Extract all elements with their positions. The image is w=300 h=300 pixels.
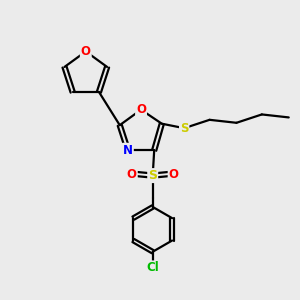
Text: O: O — [81, 45, 91, 58]
Text: O: O — [169, 168, 178, 181]
Text: S: S — [180, 122, 188, 135]
Text: O: O — [127, 168, 137, 181]
Text: O: O — [136, 103, 146, 116]
Text: N: N — [123, 144, 133, 157]
Text: S: S — [148, 169, 157, 182]
Text: Cl: Cl — [146, 261, 159, 274]
